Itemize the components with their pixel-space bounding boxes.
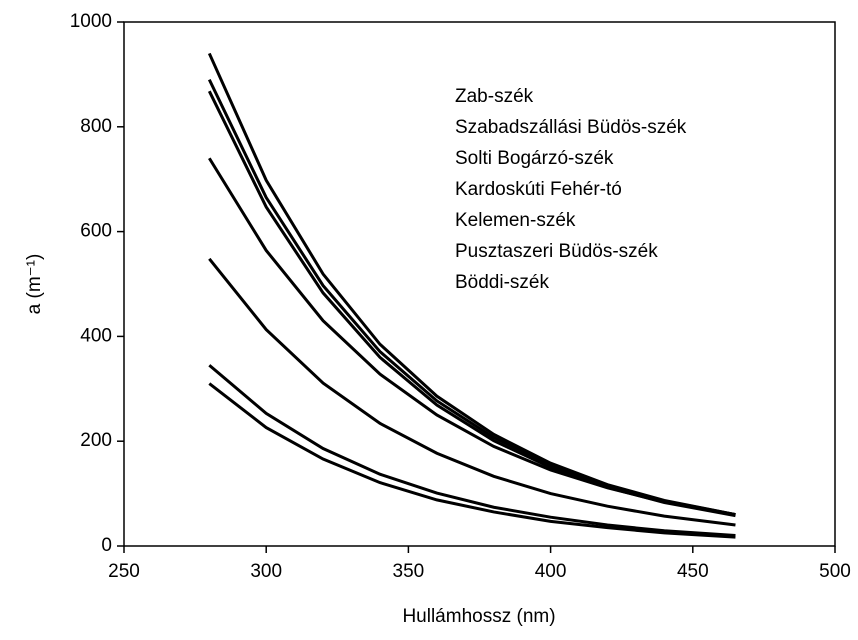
legend-entry: Kardoskúti Fehér-tó (455, 179, 622, 200)
y-tick-label: 400 (80, 325, 112, 346)
x-tick-label: 500 (819, 561, 851, 582)
x-tick-label: 450 (677, 561, 709, 582)
legend-entry: Kelemen-szék (455, 210, 576, 231)
x-tick-label: 400 (535, 561, 567, 582)
x-tick-label: 250 (108, 561, 140, 582)
y-tick-label: 1000 (70, 11, 112, 32)
legend-entry: Solti Bogárzó-szék (455, 148, 614, 169)
series-line (208, 364, 736, 538)
x-tick-label: 350 (393, 561, 425, 582)
legend-entry: Pusztaszeri Büdös-szék (455, 241, 658, 262)
series-line (207, 78, 736, 517)
series-line (208, 382, 736, 539)
legend-entry: Szabadszállási Büdös-szék (455, 117, 687, 138)
y-tick-label: 600 (80, 221, 112, 242)
y-tick-label: 0 (101, 535, 112, 556)
y-tick-label: 800 (80, 116, 112, 137)
x-tick-label: 300 (250, 561, 282, 582)
legend-entry: Zab-szék (455, 86, 534, 107)
x-axis-label: Hullámhossz (nm) (402, 606, 555, 627)
series-line (208, 157, 736, 517)
series-line (208, 257, 736, 527)
legend-entry: Böddi-szék (455, 272, 549, 293)
plot-frame (123, 21, 836, 547)
y-tick-label: 200 (80, 430, 112, 451)
y-axis-label: a (m⁻¹) (24, 254, 45, 315)
